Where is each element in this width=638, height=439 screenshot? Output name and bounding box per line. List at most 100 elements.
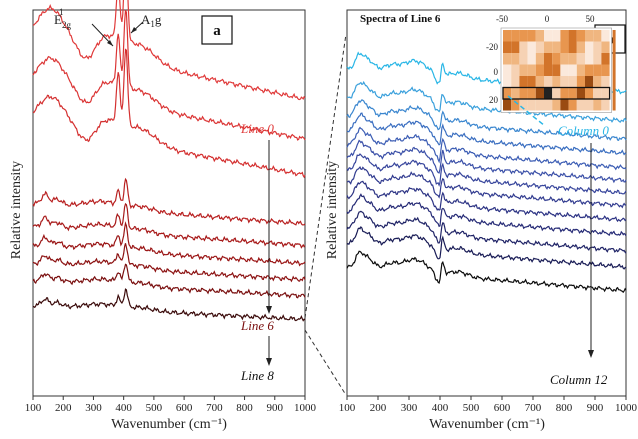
- inset-cell: [544, 64, 553, 76]
- inset-cell: [576, 30, 585, 42]
- inset-cell: [593, 99, 602, 111]
- inset-cell: [503, 87, 512, 99]
- panel-a-x-tick-7: 800: [236, 402, 253, 414]
- inset-cell: [576, 76, 585, 88]
- inset-cell: [552, 87, 561, 99]
- inset-cell: [576, 87, 585, 99]
- inset-cell: [527, 41, 536, 53]
- inset-cell: [527, 64, 536, 76]
- inset-cell: [535, 41, 544, 53]
- inset-x-tick-2: 50: [586, 14, 596, 24]
- inset-cell: [601, 30, 610, 42]
- inset-cell: [527, 87, 536, 99]
- arrowhead-line-8: [266, 358, 272, 366]
- panel-a-series-3: [32, 177, 306, 226]
- inset-cell: [576, 64, 585, 76]
- panel-a-x-ticks: 100 200 300 400 500 600 700 800 900 1000: [25, 396, 317, 414]
- panel-a-series-6: [32, 243, 306, 283]
- panel-b-series-1: [346, 80, 627, 123]
- panel-b-series-4: [346, 126, 627, 171]
- peak-arrowhead-a1g: [131, 27, 137, 33]
- inset-cell: [544, 99, 553, 111]
- inset-cell: [552, 53, 561, 65]
- panel-a-x-tick-1: 200: [55, 402, 72, 414]
- inset-cell: [503, 76, 512, 88]
- inset-cell: [568, 41, 577, 53]
- inset-cell: [568, 87, 577, 99]
- inset-cell: [585, 99, 594, 111]
- inset-cell: [576, 41, 585, 53]
- panel-b-x-axis-title: Wavenumber (cm⁻¹): [429, 417, 545, 432]
- annotation-column-0: Column 0: [558, 123, 609, 138]
- inset-cell: [544, 76, 553, 88]
- inset-cell: [593, 64, 602, 76]
- inset-cell: [568, 64, 577, 76]
- panel-a-series-5: [32, 221, 306, 267]
- zoom-connector-bottom: [304, 329, 347, 396]
- zoom-connector-top: [304, 33, 347, 319]
- inset-cell: [593, 30, 602, 42]
- panel-a-x-tick-5: 600: [176, 402, 193, 414]
- panel-b-x-tick-3: 400: [432, 402, 449, 414]
- peak-arrowhead-e2g: [107, 40, 113, 46]
- panel-b-frame: [346, 9, 627, 397]
- inset-cell: [585, 30, 594, 42]
- peak-label-a1g: A1g: [141, 12, 162, 29]
- panel-b-series-2: [346, 99, 627, 142]
- inset-cell: [535, 87, 544, 99]
- panel-a-x-tick-3: 400: [115, 402, 132, 414]
- inset-cell: [511, 64, 520, 76]
- inset-cell: [535, 99, 544, 111]
- inset-cell: [503, 30, 512, 42]
- inset-cell: [511, 76, 520, 88]
- inset-cell: [576, 99, 585, 111]
- panel-b-series-11: [346, 226, 627, 270]
- inset-cell: [601, 99, 610, 111]
- inset-cell: [585, 64, 594, 76]
- panel-a-series-8: [32, 288, 306, 322]
- inset-cell: [560, 41, 569, 53]
- inset-cell: [585, 76, 594, 88]
- annotation-line-0: Line 0: [240, 121, 274, 136]
- panel-b-y-axis-title: Relative intensity: [325, 161, 340, 259]
- panel-b-series-9: [346, 193, 627, 237]
- panel-b-x-tick-9: 1000: [615, 402, 638, 414]
- inset-y-tick-1: 0: [494, 67, 499, 77]
- arrowhead-column-12: [588, 350, 594, 358]
- panel-b-x-tick-4: 500: [463, 402, 480, 414]
- inset-cell: [552, 30, 561, 42]
- panel-a-series-2: [32, 48, 306, 179]
- inset-cell: [519, 53, 528, 65]
- panel-a-y-axis-title: Relative intensity: [9, 161, 24, 259]
- inset-y-tick-0: -20: [486, 42, 498, 52]
- panel-a-x-tick-9: 1000: [294, 402, 317, 414]
- inset-cell: [535, 30, 544, 42]
- inset-cell: [560, 64, 569, 76]
- inset-cell: [535, 64, 544, 76]
- inset-cell: [593, 76, 602, 88]
- inset-cell: [568, 30, 577, 42]
- inset-cell: [527, 53, 536, 65]
- inset-cell: [560, 53, 569, 65]
- annotation-line-6: Line 6: [240, 318, 274, 333]
- panel-b-x-tick-1: 200: [370, 402, 387, 414]
- inset-cell: [601, 41, 610, 53]
- inset-cell: [503, 64, 512, 76]
- inset-cell: [544, 41, 553, 53]
- inset-cell: [519, 41, 528, 53]
- inset-cell: [568, 76, 577, 88]
- panel-a-x-tick-0: 100: [25, 402, 42, 414]
- inset-cell: [601, 76, 610, 88]
- panel-b-x-tick-6: 700: [525, 402, 542, 414]
- panel-a-x-tick-4: 500: [146, 402, 163, 414]
- inset-cell: [519, 87, 528, 99]
- panel-a-x-axis-title: Wavenumber (cm⁻¹): [111, 417, 227, 432]
- panel-b-x-tick-8: 900: [587, 402, 604, 414]
- panel-b-title: Spectra of Line 6: [360, 13, 441, 25]
- panel-b-x-tick-2: 300: [401, 402, 418, 414]
- annotation-column-12: Column 12: [550, 372, 608, 387]
- panel-b-x-tick-0: 100: [339, 402, 356, 414]
- peak-label-e2g: E2g1: [54, 7, 71, 30]
- inset-line6-highlight: [502, 86, 611, 100]
